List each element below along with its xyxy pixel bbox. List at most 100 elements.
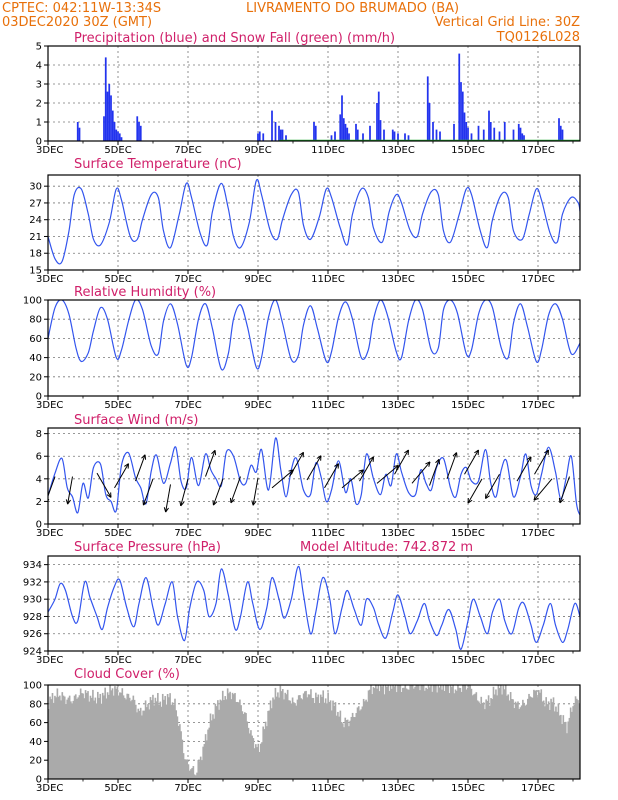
cloud-bar — [248, 733, 251, 779]
cloud-bar — [142, 710, 144, 779]
cloud-bar — [349, 720, 351, 779]
precip-bar — [489, 122, 492, 141]
wind-arrow — [429, 459, 440, 486]
precip-bar — [393, 131, 396, 141]
cloud-bar — [376, 688, 378, 779]
wind-arrow-head — [452, 452, 458, 458]
cloud-bar — [550, 698, 552, 779]
cloud-bar — [231, 692, 234, 779]
cloud-bar — [500, 685, 502, 779]
precip-bar — [110, 95, 112, 141]
precip-bar — [369, 125, 371, 141]
cloud-bar — [391, 688, 393, 779]
cloud-bar — [226, 688, 229, 779]
cloud-bar — [105, 698, 108, 779]
temperature-xtick-label: 5DEC — [104, 274, 131, 285]
cloud-bar — [278, 697, 280, 779]
cloud-bar — [539, 692, 541, 779]
cloud-bar — [381, 686, 383, 779]
precip-bar — [334, 131, 336, 141]
cloud-bar — [535, 690, 538, 779]
cloud-bar — [438, 687, 441, 779]
cloud-bar — [291, 697, 294, 779]
cloud-bar — [158, 704, 160, 779]
cloud-bar — [280, 691, 283, 779]
wind-arrow — [467, 478, 483, 504]
cloud-bar — [522, 699, 524, 779]
pressure-ytick-label: 924 — [23, 647, 42, 658]
cloud-bar — [224, 696, 227, 779]
cloud-bar — [245, 713, 247, 779]
cloud-bar — [473, 694, 475, 779]
cloud-cover-xtick-label: 5DEC — [104, 783, 131, 794]
temperature-ytick-label: 21 — [29, 232, 42, 243]
wind-arrow — [212, 478, 224, 506]
cloud-bar — [544, 706, 546, 779]
precip-bar — [439, 131, 441, 141]
wind-arrow — [516, 456, 532, 482]
cloud-bar — [134, 704, 137, 779]
cloud-bar — [549, 709, 551, 779]
wind-xtick-label: 13DEC — [381, 528, 415, 539]
cloud-bar — [556, 711, 558, 779]
cloud-bar — [112, 695, 115, 779]
cloud-bar — [262, 726, 264, 779]
cloud-bar — [60, 700, 62, 779]
cloud-bar — [187, 764, 190, 779]
precipitation-xtick-label: 9DEC — [244, 145, 271, 156]
temperature-panel: Surface Temperature (nC) 15 18 21 24 27 30 3DEC… — [29, 157, 581, 285]
wind-arrow-head — [558, 497, 564, 504]
wind-arrow-head — [141, 454, 147, 460]
cloud-bar — [525, 704, 528, 779]
precip-bar — [482, 129, 485, 141]
cloud-bar — [517, 701, 519, 779]
cloud-bar — [475, 692, 478, 779]
wind-arrow-head — [358, 469, 364, 475]
temperature-xtick-label: 15DEC — [451, 274, 485, 285]
cloud-bar — [218, 709, 220, 779]
cloud-bar — [165, 704, 168, 779]
cloud-bar — [311, 697, 313, 779]
cloud-bar — [578, 703, 580, 779]
cloud-bar — [199, 756, 202, 779]
wind-arrow — [394, 449, 409, 475]
cloud-bar — [71, 703, 73, 779]
cloud-bar — [453, 693, 456, 779]
cloud-bar — [577, 700, 579, 779]
cloud-bar — [180, 731, 182, 779]
cloud-bar — [449, 685, 452, 779]
cloud-bar — [419, 690, 421, 779]
cloud-bar — [119, 692, 121, 779]
cloud-cover-ytick-label: 40 — [29, 737, 42, 748]
humidity-ytick-label: 80 — [29, 315, 42, 326]
cloud-bar — [247, 727, 250, 779]
cloud-bar — [528, 693, 530, 779]
cloud-bar — [353, 716, 355, 779]
cloud-bar — [501, 694, 503, 779]
precip-bar — [407, 135, 410, 141]
wind-arrow — [135, 454, 146, 482]
cloud-bar — [236, 701, 239, 779]
cloud-bar — [195, 775, 197, 779]
cloud-bar — [65, 704, 67, 779]
cloud-bar — [524, 705, 527, 779]
cloud-bar — [394, 685, 397, 779]
pressure-xtick-label: 11DEC — [311, 655, 345, 666]
precip-bar — [426, 76, 429, 141]
cloud-bar — [421, 685, 424, 779]
cloud-bar — [141, 715, 143, 779]
cloud-bar — [88, 701, 91, 779]
cloud-bar — [219, 699, 222, 779]
precip-bar — [477, 125, 480, 141]
cloud-bar — [553, 711, 556, 779]
cloud-bar — [375, 685, 377, 779]
wind-arrow — [376, 464, 399, 484]
precip-bar — [136, 116, 139, 141]
cloud-bar — [301, 699, 304, 779]
wind-arrow — [359, 456, 374, 482]
cloud-bar — [84, 690, 87, 779]
wind-arrow-head — [485, 493, 490, 499]
cloud-bar — [181, 739, 184, 779]
cloud-bar — [284, 692, 287, 779]
